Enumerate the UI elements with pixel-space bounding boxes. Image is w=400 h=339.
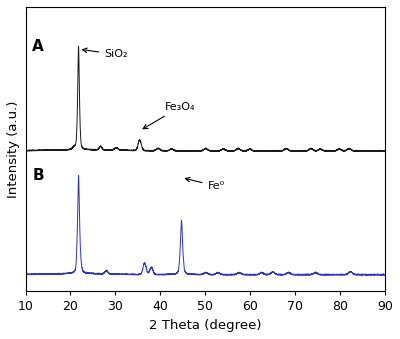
- Text: Fe⁰: Fe⁰: [185, 177, 225, 191]
- Text: Fe₃O₄: Fe₃O₄: [143, 102, 195, 129]
- X-axis label: 2 Theta (degree): 2 Theta (degree): [149, 319, 262, 332]
- Text: B: B: [32, 168, 44, 183]
- Text: SiO₂: SiO₂: [82, 48, 128, 59]
- Y-axis label: Intensity (a.u.): Intensity (a.u.): [7, 101, 20, 198]
- Text: A: A: [32, 39, 44, 54]
